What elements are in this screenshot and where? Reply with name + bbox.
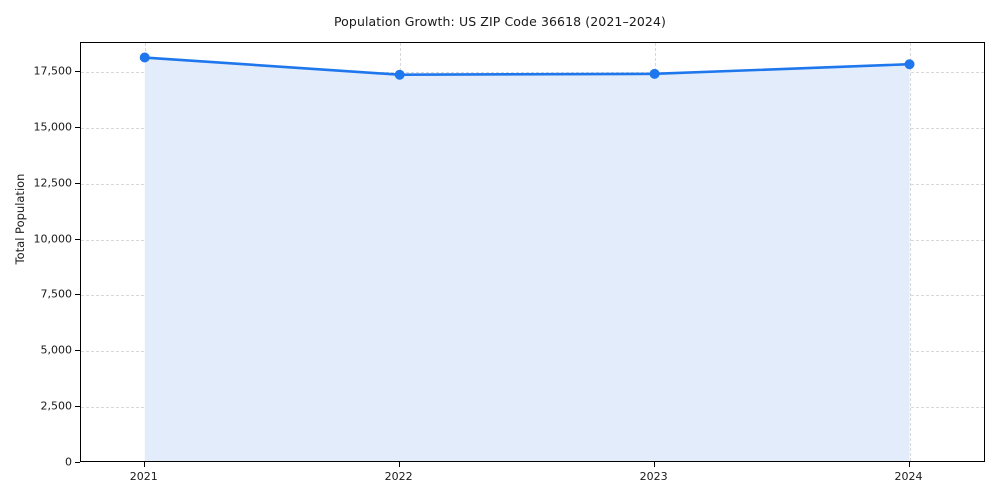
x-axis-tick-label: 2021: [129, 470, 158, 483]
x-axis-tick-mark: [653, 462, 655, 467]
x-axis-tick-mark: [398, 462, 400, 467]
gridline-horizontal: [81, 72, 984, 74]
y-axis-tick-label: 7,500: [40, 287, 73, 301]
area-fill-path: [144, 57, 910, 461]
x-axis-tick-label: 2024: [894, 470, 923, 483]
line-path: [143, 56, 911, 77]
data-point-marker: [139, 52, 150, 63]
y-axis-tick-mark: [75, 71, 80, 73]
y-axis-tick-label: 2,500: [40, 399, 73, 413]
y-axis-tick-mark: [75, 238, 80, 240]
y-axis-tick-mark: [75, 294, 80, 296]
data-point-markers: [139, 52, 915, 80]
y-axis-tick-label: 10,000: [33, 232, 73, 246]
y-axis-tick-mark: [75, 182, 80, 184]
series-area-total-population: [139, 52, 915, 461]
y-axis-tick-label: 15,000: [33, 120, 73, 134]
data-point-marker: [904, 59, 915, 70]
gridline-vertical: [909, 43, 911, 461]
x-axis-tick-label: 2022: [384, 470, 413, 483]
chart-title: Population Growth: US ZIP Code 36618 (20…: [333, 14, 667, 29]
x-axis-tick-label: 2023: [639, 470, 668, 483]
y-axis-tick-mark: [75, 406, 80, 408]
x-axis-tick-mark: [908, 462, 910, 467]
y-axis-tick-mark: [75, 350, 80, 352]
y-axis-tick-label: 12,500: [33, 176, 73, 190]
y-axis-tick-label: 5,000: [40, 343, 73, 357]
data-point-marker: [649, 68, 660, 79]
data-point-marker: [394, 69, 405, 80]
plot-area: [80, 42, 985, 462]
x-axis-tick-mark: [143, 462, 145, 467]
y-axis-tick-mark: [75, 126, 80, 128]
y-axis-tick-label: 0: [65, 455, 72, 469]
y-axis-tick-label: 17,500: [33, 64, 73, 78]
y-axis-tick-mark: [75, 462, 80, 463]
